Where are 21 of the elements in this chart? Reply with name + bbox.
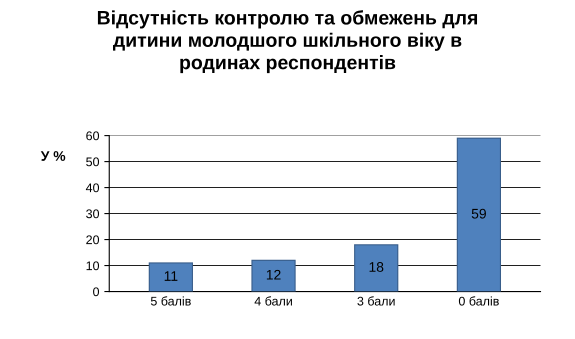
bar xyxy=(354,244,398,292)
x-tick-label: 3 бали xyxy=(357,296,395,306)
y-tick-label: 40 xyxy=(86,183,100,192)
x-tick-label: 4 бали xyxy=(254,296,292,306)
y-tick-label: 0 xyxy=(93,287,100,296)
y-tick-label: 50 xyxy=(86,157,100,166)
data-label: 59 xyxy=(472,208,486,219)
bar xyxy=(251,260,296,292)
bar xyxy=(148,262,193,292)
y-tick-label: 60 xyxy=(86,131,100,140)
data-label: 11 xyxy=(164,271,178,281)
y-tick-label: 30 xyxy=(86,209,100,218)
y-axis-title: У % xyxy=(40,151,66,161)
x-tick-label: 5 балів xyxy=(150,296,191,306)
data-label: 18 xyxy=(370,262,384,272)
chart-title: Відсутність контролю та обмежень для дитини молодшого шкільного віку в родинах респондентів xyxy=(98,10,478,74)
x-tick-label: 0 балів xyxy=(458,296,499,306)
data-label: 12 xyxy=(266,270,281,280)
bar xyxy=(456,138,502,292)
y-tick-label: 20 xyxy=(86,235,100,244)
y-tick-label: 10 xyxy=(86,261,100,270)
